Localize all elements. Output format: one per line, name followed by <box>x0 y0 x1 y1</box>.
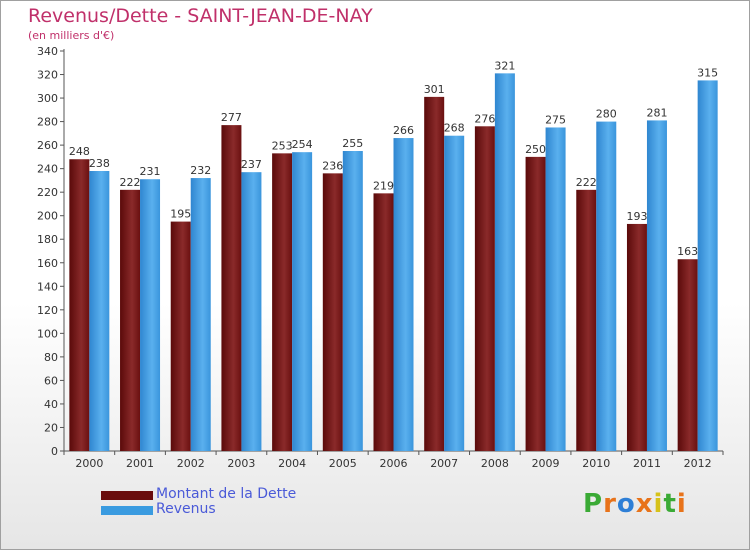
y-tick-label: 140 <box>37 280 58 293</box>
x-tick-label: 2008 <box>481 457 509 470</box>
y-tick-label: 160 <box>37 257 58 270</box>
bar-revenus <box>342 151 363 451</box>
legend-swatch-revenus <box>101 506 153 515</box>
bar-dette <box>525 156 546 451</box>
y-tick-label: 340 <box>37 45 58 58</box>
y-tick-label: 100 <box>37 327 58 340</box>
bar-revenus <box>646 120 667 451</box>
logo-letter: x <box>635 489 654 519</box>
x-tick-label: 2009 <box>532 457 560 470</box>
bar-dette <box>221 125 242 451</box>
value-label-dette: 250 <box>525 143 546 156</box>
y-tick-label: 180 <box>37 233 58 246</box>
bar-revenus <box>596 121 617 452</box>
y-tick-label: 80 <box>44 351 58 364</box>
value-label-revenus: 232 <box>190 164 211 177</box>
value-label-dette: 276 <box>474 112 495 125</box>
x-tick-label: 2007 <box>430 457 458 470</box>
bar-dette <box>120 189 141 451</box>
value-label-revenus: 266 <box>393 124 414 137</box>
bar-dette <box>677 259 698 451</box>
value-label-revenus: 315 <box>697 66 718 79</box>
value-label-revenus: 280 <box>596 108 617 121</box>
bar-dette <box>626 223 647 451</box>
y-tick-label: 120 <box>37 304 58 317</box>
bar-dette <box>170 221 191 451</box>
bar-dette <box>474 126 495 451</box>
bar-revenus <box>444 135 465 452</box>
bar-revenus <box>393 138 414 451</box>
x-tick-label: 2012 <box>684 457 712 470</box>
legend-label-dette: Montant de la Dette <box>156 486 297 502</box>
bar-revenus <box>89 171 110 451</box>
x-tick-label: 2011 <box>633 457 661 470</box>
x-tick-label: 2005 <box>329 457 357 470</box>
bar-dette <box>69 159 90 451</box>
value-label-revenus: 255 <box>342 137 363 150</box>
y-tick-label: 20 <box>44 421 58 434</box>
value-label-dette: 193 <box>626 210 647 223</box>
x-tick-label: 2006 <box>380 457 408 470</box>
value-label-revenus: 254 <box>292 138 313 151</box>
logo-letter: P <box>583 489 604 519</box>
chart-title: Revenus/Dette - SAINT-JEAN-DE-NAY <box>28 5 373 27</box>
y-tick-label: 40 <box>44 398 58 411</box>
bar-revenus <box>494 73 515 452</box>
value-label-dette: 236 <box>322 159 343 172</box>
logo-letter: t <box>663 489 677 519</box>
value-label-dette: 253 <box>272 139 293 152</box>
y-tick-label: 240 <box>37 163 58 176</box>
value-label-dette: 163 <box>677 245 698 258</box>
value-label-revenus: 237 <box>241 158 262 171</box>
y-tick-label: 320 <box>37 69 58 82</box>
x-tick-label: 2001 <box>126 457 154 470</box>
bar-dette <box>322 173 343 451</box>
value-label-dette: 222 <box>576 176 597 189</box>
legend-label-revenus: Revenus <box>156 501 216 517</box>
y-tick-label: 260 <box>37 139 58 152</box>
bar-dette <box>424 96 445 451</box>
value-label-revenus: 231 <box>140 165 161 178</box>
y-tick-label: 220 <box>37 186 58 199</box>
value-label-revenus: 268 <box>444 122 465 135</box>
bar-dette <box>373 193 394 451</box>
x-tick-label: 2000 <box>75 457 103 470</box>
chart-subtitle: (en milliers d'€) <box>28 29 115 42</box>
proxiti-logo: Proxiti <box>583 489 687 519</box>
bar-revenus <box>241 172 262 452</box>
legend-swatch-dette <box>101 491 153 500</box>
value-label-revenus: 281 <box>646 106 667 119</box>
x-tick-label: 2010 <box>582 457 610 470</box>
y-tick-label: 300 <box>37 92 58 105</box>
y-tick-label: 280 <box>37 116 58 129</box>
value-label-revenus: 275 <box>545 113 566 126</box>
value-label-dette: 248 <box>69 145 90 158</box>
bar-dette <box>272 153 293 451</box>
value-label-dette: 301 <box>424 83 445 96</box>
logo-letter: r <box>603 489 617 519</box>
logo-letter: i <box>653 489 664 519</box>
value-label-revenus: 321 <box>494 59 515 72</box>
bar-dette <box>576 189 597 451</box>
value-label-revenus: 238 <box>89 157 110 170</box>
bar-revenus <box>190 178 211 451</box>
logo-letter: i <box>676 489 687 519</box>
logo-letter: o <box>616 489 636 519</box>
bar-revenus <box>697 80 718 451</box>
y-tick-label: 0 <box>51 445 58 458</box>
value-label-dette: 222 <box>120 176 141 189</box>
bar-revenus <box>545 127 566 452</box>
value-label-dette: 195 <box>170 208 191 221</box>
x-tick-label: 2003 <box>227 457 255 470</box>
x-tick-label: 2004 <box>278 457 306 470</box>
x-tick-label: 2002 <box>177 457 205 470</box>
value-label-dette: 277 <box>221 111 242 124</box>
bar-revenus <box>140 179 161 451</box>
y-tick-label: 60 <box>44 374 58 387</box>
bar-revenus <box>292 152 313 452</box>
y-tick-label: 200 <box>37 210 58 223</box>
value-label-dette: 219 <box>373 179 394 192</box>
